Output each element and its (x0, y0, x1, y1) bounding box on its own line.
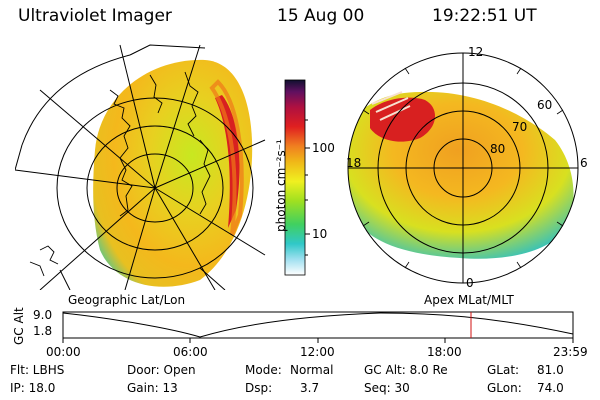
timeline-xtick-1800: 18:00 (427, 345, 462, 359)
coastlines (29, 71, 211, 277)
info-gain: Gain: 13 (127, 381, 178, 395)
time-label: 19:22:51 UT (432, 6, 537, 26)
left-panel-caption: Geographic Lat/Lon (68, 293, 186, 307)
info-mode-label: Mode: (245, 363, 282, 377)
magnetic-panel (347, 52, 579, 284)
colorbar-tick-10: 10 (312, 227, 328, 241)
timeline-ylabel: GC Alt (12, 307, 26, 345)
mlt-label-18: 18 (346, 156, 362, 170)
timeline-altitude-curve (62, 312, 574, 338)
colorbar-unit-label: photon cm⁻²s⁻¹ (274, 139, 288, 232)
instrument-title: Ultraviolet Imager (18, 6, 172, 26)
info-gc-alt: GC Alt: 8.0 Re (364, 363, 448, 377)
mlt-label-0: 0 (466, 276, 474, 290)
timeline-xtick-0000: 00:00 (46, 345, 81, 359)
left-aurora-image (93, 59, 253, 287)
timeline-ytick-top: 9.0 (33, 308, 53, 322)
info-seq: Seq: 30 (364, 381, 410, 395)
date-label: 15 Aug 00 (277, 6, 365, 26)
colorbar-tick-100: 100 (312, 141, 335, 155)
info-flt: Flt: LBHS (10, 363, 65, 377)
mlat-label-70: 70 (512, 120, 528, 134)
timeline-ticks (62, 338, 574, 343)
info-glon-value: 74.0 (537, 381, 564, 395)
timeline-xtick-1200: 12:00 (300, 345, 335, 359)
info-ip: IP: 18.0 (10, 381, 56, 395)
info-glat-label: GLat: (487, 363, 520, 377)
mlt-label-12: 12 (468, 45, 484, 59)
info-glon-label: GLon: (487, 381, 522, 395)
mlt-label-6: 6 (580, 156, 588, 170)
timeline-ytick-bottom: 1.8 (33, 324, 53, 338)
colorbar (284, 79, 306, 276)
info-door: Door: Open (127, 363, 196, 377)
timeline-xtick-2359: 23:59 (553, 345, 588, 359)
info-mode-value: Normal (290, 363, 334, 377)
info-glat-value: 81.0 (537, 363, 564, 377)
right-panel-caption: Apex MLat/MLT (424, 293, 514, 307)
left-horizon-arc (21, 54, 131, 146)
mlat-label-80: 80 (490, 142, 506, 156)
timeline-plot-frame (62, 311, 574, 339)
mlat-label-60: 60 (537, 98, 553, 112)
info-dsp-label: Dsp: (245, 381, 273, 395)
geographic-panel (15, 44, 266, 290)
timeline-xtick-0600: 06:00 (173, 345, 208, 359)
info-dsp-value: 3.7 (300, 381, 320, 395)
